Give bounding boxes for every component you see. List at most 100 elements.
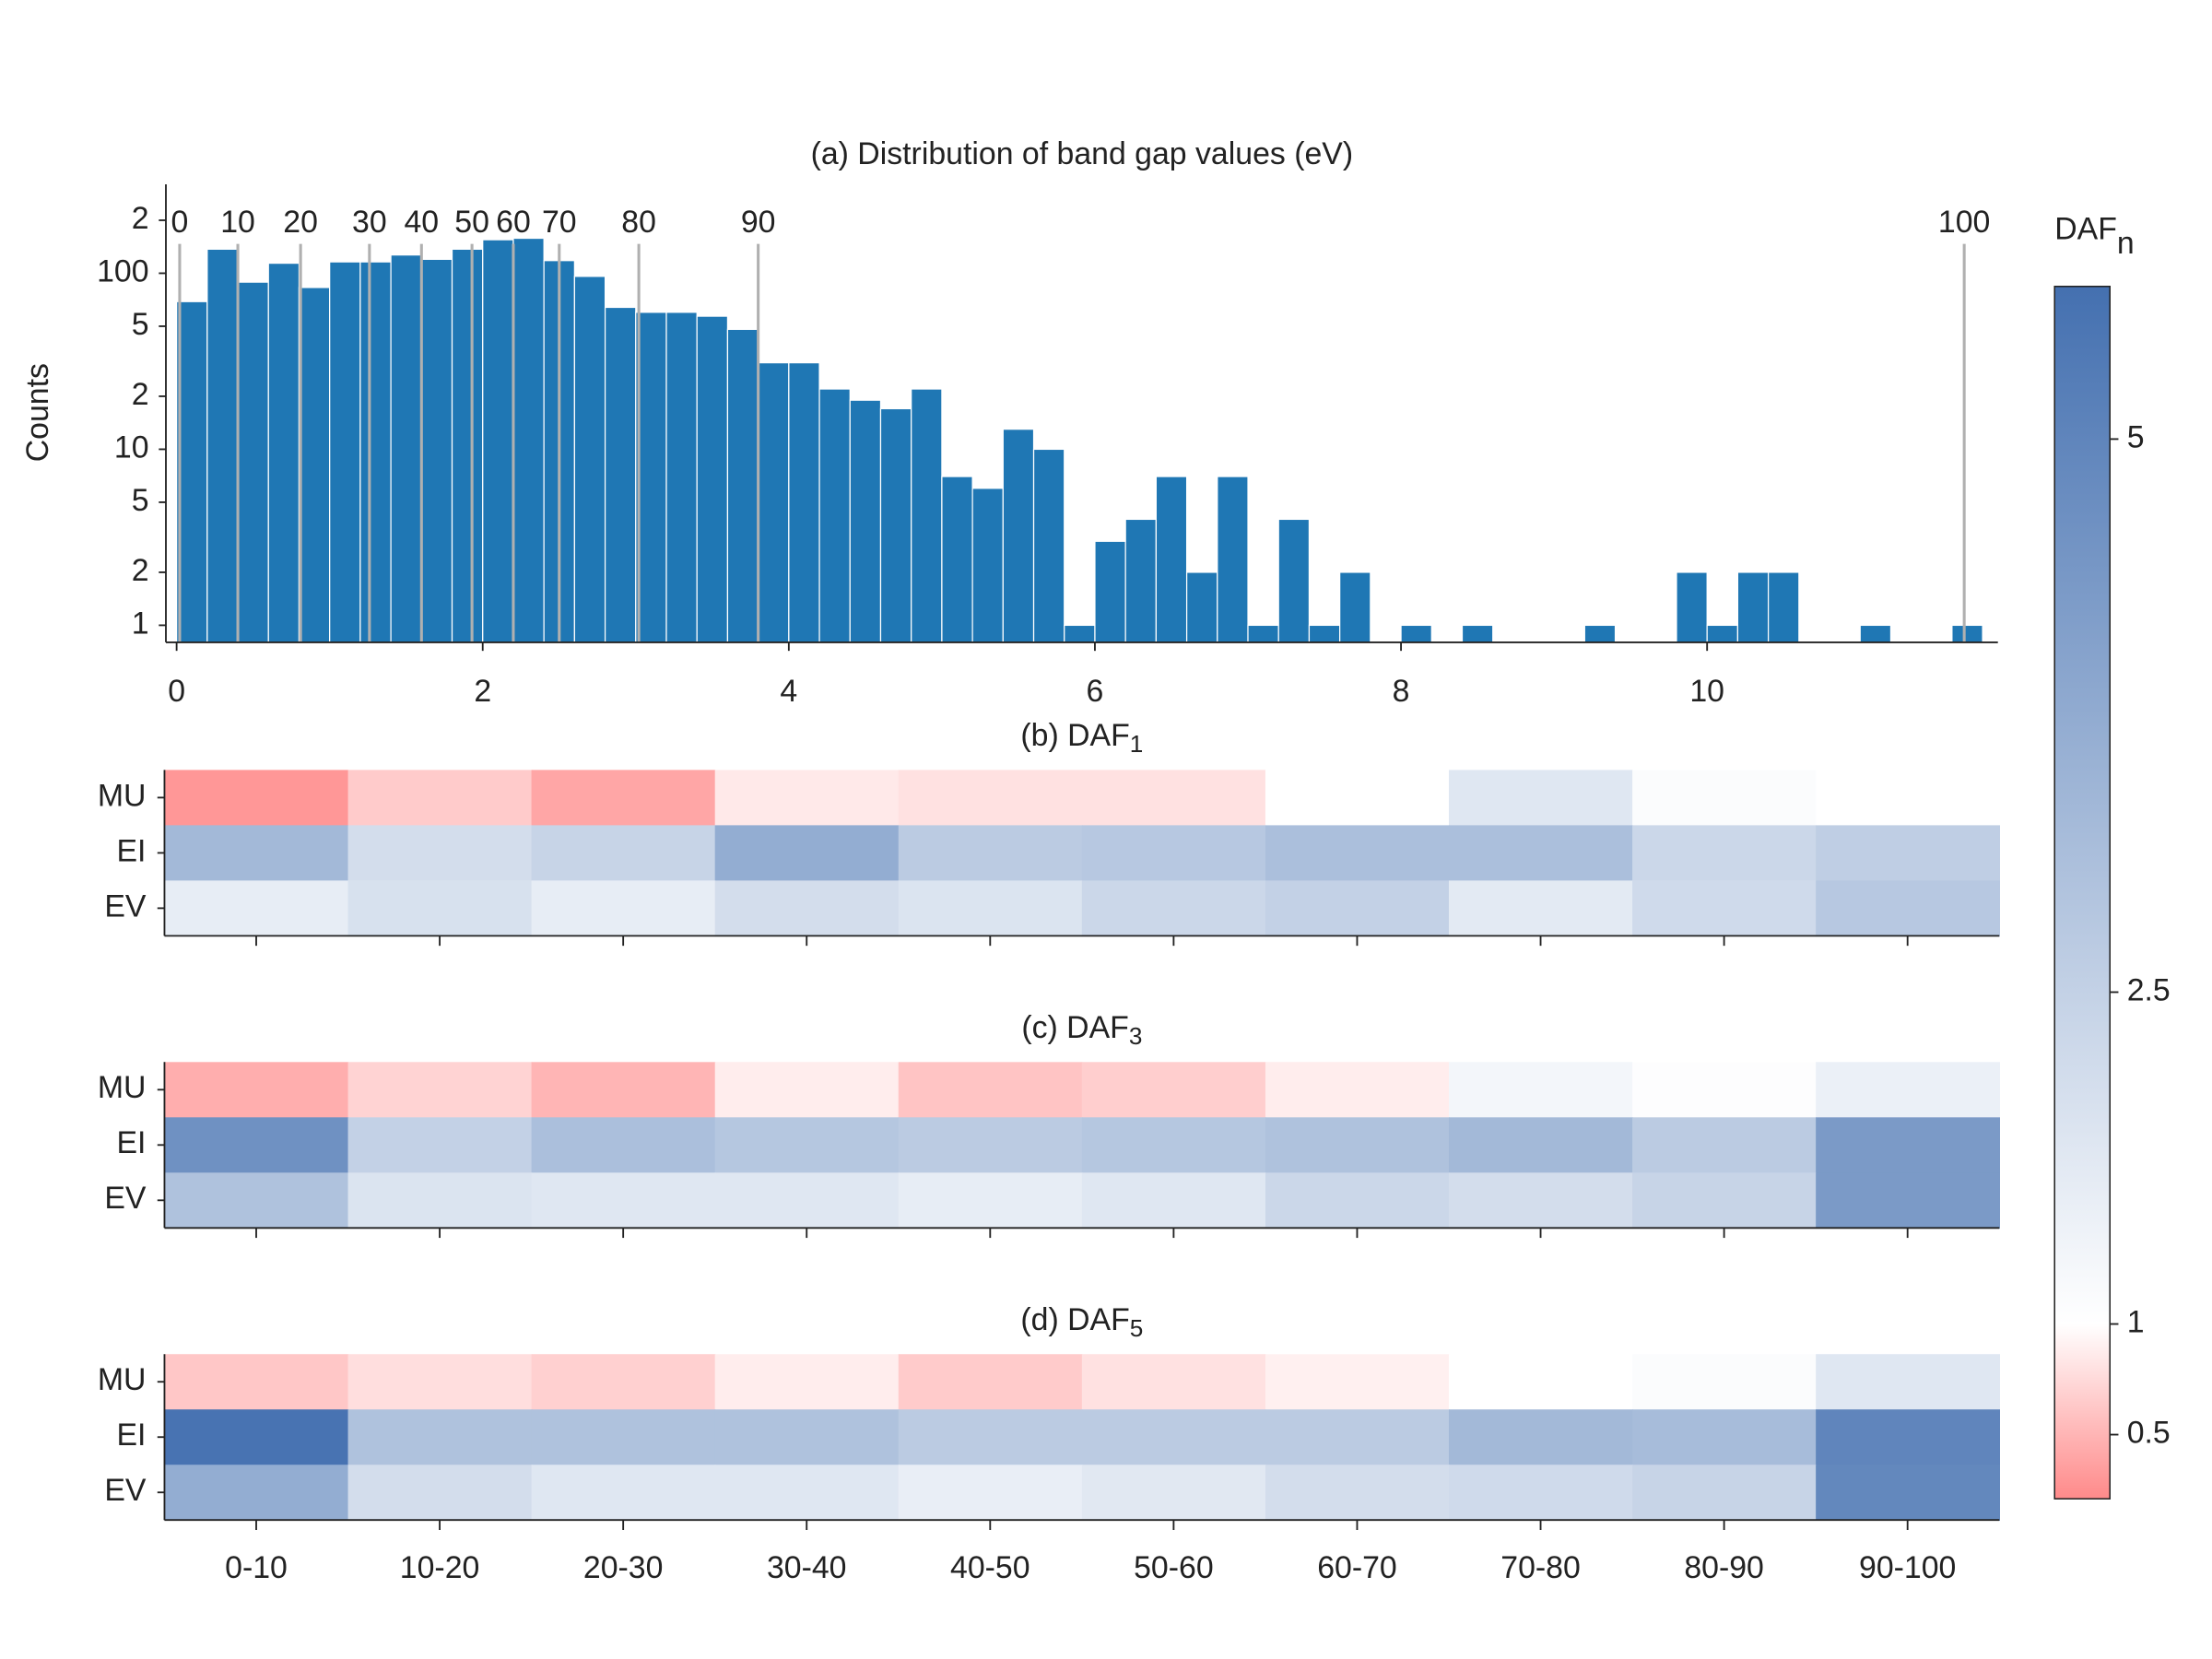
x-tick-label: 90-100 [1859,1550,1956,1585]
histogram-bar [267,262,300,643]
chart-title: (d) DAF5 [1020,1302,1143,1342]
heatmap-cell [1816,1354,2000,1410]
heatmap-cell [164,1117,349,1174]
heatmap-cell [531,1172,716,1230]
x-tick-label: 70-80 [1500,1550,1581,1585]
title-subscript: 1 [1130,730,1144,758]
heatmap-cell [1265,880,1450,937]
heatmap-cell [1632,1354,1817,1410]
colorbar-tick-label: 2.5 [2127,972,2171,1007]
heatmap-cell [1816,825,2000,882]
heatmap-cell [1449,770,1633,827]
row-label: EI [116,833,146,868]
percentile-label: 20 [283,205,318,240]
heatmap-cell [1449,1354,1633,1410]
x-tick-label: 0-10 [225,1550,288,1585]
heatmap-cell [347,1117,533,1174]
x-tick-label: 6 [1087,674,1104,709]
heatmap-cell [347,1465,533,1521]
histogram-bar [359,261,392,643]
heatmap-cell [898,1465,1083,1521]
histogram-bar [665,312,698,643]
row-label: MU [98,1070,147,1105]
heatmap-cell [347,880,533,937]
chart-title: (a) Distribution of band gap values (eV) [811,136,1354,171]
histogram-bar [1767,571,1800,643]
heatmap-cell [1081,825,1266,882]
histogram-bar [1859,624,1892,643]
heatmap-cell [1265,1172,1450,1230]
heatmap-cell [1265,1117,1450,1174]
y-tick-label: 10 [114,429,149,465]
heatmap-cell [1081,880,1266,937]
heatmap-cell [1265,825,1450,882]
heatmap-cell [1816,1409,2000,1465]
histogram-bar [758,361,790,643]
heatmap-cell [164,825,349,882]
label-subscript: n [2117,226,2135,261]
heatmap-cell [1081,1465,1266,1521]
x-tick-label: 60-70 [1317,1550,1397,1585]
heatmap-cell [898,1062,1083,1119]
chart-title: (c) DAF3 [1021,1010,1142,1050]
histogram-bar [1124,518,1157,643]
histogram-bar [635,312,667,643]
histogram-bar [1676,571,1708,643]
heatmap-cell [898,1117,1083,1174]
heatmap-cell [1816,770,2000,827]
histogram-bar [1155,476,1188,643]
y-tick-label: 5 [132,307,149,342]
percentile-label: 50 [454,205,489,240]
histogram-bar [1736,571,1770,643]
histogram-bar [1217,476,1249,643]
histogram-bar [696,315,729,643]
heatmap-cell [714,1117,900,1174]
x-tick-label: 0 [168,674,185,709]
heatmap-cell [1265,1062,1450,1119]
heatmap-cell [347,770,533,827]
row-label: EV [104,1181,147,1216]
heatmap-cell [164,880,349,937]
heatmap-cell [1816,880,2000,937]
heatmap-cell [347,825,533,882]
histogram-bar [849,399,882,643]
histogram-bar [298,287,331,643]
heatmap-cell [1449,1117,1633,1174]
heatmap-cell [164,1465,349,1521]
histogram-bar [879,407,912,643]
heatmap-cell [531,1117,716,1174]
histogram-bar [176,300,208,643]
histogram-bar [329,261,361,643]
row-label: MU [98,778,147,813]
percentile-label: 40 [404,205,439,240]
row-label: EV [104,888,147,924]
y-tick-label: 1 [132,606,149,641]
y-tick-label: 2 [132,377,149,412]
heatmap-cell [531,1409,716,1465]
heatmap-cell [1816,1062,2000,1119]
heatmap-cell [1632,880,1817,937]
heatmap-cell [1632,825,1817,882]
heatmap-cell [1265,1465,1450,1521]
heatmap-cell [1816,1465,2000,1521]
heatmap-cell [1632,1465,1817,1521]
histogram-bar [420,258,453,643]
histogram-bar [1308,624,1341,643]
x-tick-label: 50-60 [1134,1550,1214,1585]
histogram-bar [1400,624,1432,643]
heatmap-cell [714,1354,900,1410]
heatmap-cell [164,1172,349,1230]
histogram-bar [1094,540,1126,643]
y-axis-label: Counts [20,363,55,462]
histogram-bar [512,237,545,643]
percentile-label: 60 [496,205,531,240]
y-tick-label: 5 [132,483,149,518]
heatmap-cell [164,1354,349,1410]
heatmap-cell [898,1172,1083,1230]
histogram-bar [451,248,484,643]
heatmap-cell [1081,1354,1266,1410]
heatmap-cell [531,1062,716,1119]
histogram-bar [206,248,239,643]
x-tick-label: 20-30 [583,1550,664,1585]
histogram-bar [1185,571,1218,643]
